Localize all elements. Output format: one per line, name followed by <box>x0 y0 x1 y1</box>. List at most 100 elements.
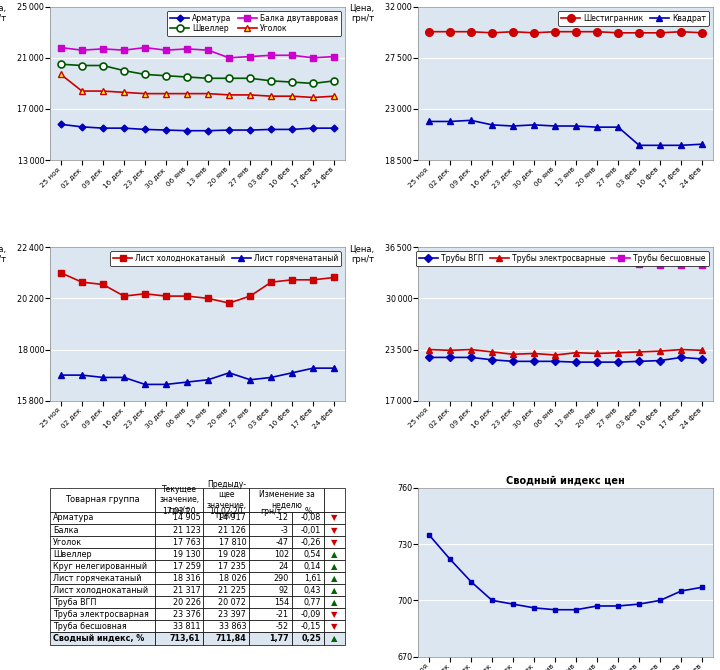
Text: 33 811: 33 811 <box>173 622 201 631</box>
Bar <box>204 608 249 620</box>
Legend: Лист холоднокатаный, Лист горяченатаный: Лист холоднокатаный, Лист горяченатаный <box>110 251 341 266</box>
Text: 18 316: 18 316 <box>173 574 201 583</box>
Text: 23 397: 23 397 <box>218 610 246 619</box>
Text: %: % <box>305 507 312 517</box>
Text: Круг нелегированный: Круг нелегированный <box>53 561 148 571</box>
Text: 20 072: 20 072 <box>218 598 246 607</box>
Text: Труба бесшовная: Труба бесшовная <box>53 622 127 631</box>
Bar <box>204 524 249 536</box>
Bar <box>50 584 155 596</box>
Bar <box>249 524 292 536</box>
Bar <box>50 620 155 632</box>
Bar <box>50 632 155 645</box>
Text: 102: 102 <box>274 549 289 559</box>
Bar <box>155 632 204 645</box>
Legend: Трубы ВГП, Трубы электросварные, Трубы бесшовные: Трубы ВГП, Трубы электросварные, Трубы б… <box>415 251 709 266</box>
Y-axis label: Цена,
грн/т: Цена, грн/т <box>349 3 374 23</box>
Text: -21: -21 <box>276 610 289 619</box>
Text: ▼: ▼ <box>331 622 338 631</box>
Bar <box>155 536 204 548</box>
Bar <box>50 536 155 548</box>
Text: 10.02.20: 10.02.20 <box>210 507 243 517</box>
Text: 24: 24 <box>279 561 289 571</box>
Bar <box>204 536 249 548</box>
Text: Швеллер: Швеллер <box>53 549 92 559</box>
Bar <box>249 620 292 632</box>
Bar <box>292 620 324 632</box>
Text: -0,15: -0,15 <box>301 622 321 631</box>
Text: Труба ВГП: Труба ВГП <box>53 598 96 607</box>
Bar <box>249 512 292 524</box>
Bar <box>324 620 345 632</box>
Text: 711,84: 711,84 <box>215 634 246 643</box>
Text: -0,01: -0,01 <box>301 525 321 535</box>
Bar <box>50 548 155 560</box>
Text: 1,77: 1,77 <box>269 634 289 643</box>
Text: ▲: ▲ <box>331 634 338 643</box>
Legend: Шестигранник, Квадрат: Шестигранник, Квадрат <box>558 11 709 25</box>
Text: ▼: ▼ <box>331 610 338 619</box>
Bar <box>292 548 324 560</box>
Text: 92: 92 <box>279 586 289 595</box>
Text: -3: -3 <box>281 525 289 535</box>
Bar <box>155 548 204 560</box>
Text: Сводный индекс, %: Сводный индекс, % <box>53 634 145 643</box>
Text: 19 028: 19 028 <box>218 549 246 559</box>
Bar <box>292 632 324 645</box>
Text: ▲: ▲ <box>331 598 338 607</box>
Bar <box>324 548 345 560</box>
Text: Предыду-
щее
значение,
грн/т: Предыду- щее значение, грн/т <box>206 480 246 520</box>
Bar <box>292 512 324 524</box>
Bar <box>292 572 324 584</box>
Bar <box>50 560 155 572</box>
Title: Сводный индекс цен: Сводный индекс цен <box>506 476 625 486</box>
Text: 713,61: 713,61 <box>170 634 201 643</box>
Text: -12: -12 <box>276 513 289 523</box>
Bar <box>50 596 155 608</box>
Text: 33 863: 33 863 <box>219 622 246 631</box>
Y-axis label: Цена,
грн/т: Цена, грн/т <box>0 3 6 23</box>
Text: 14 917: 14 917 <box>218 513 246 523</box>
Text: 17 810: 17 810 <box>219 537 246 547</box>
Bar <box>204 596 249 608</box>
Text: ▲: ▲ <box>331 561 338 571</box>
Bar <box>155 596 204 608</box>
Bar <box>50 488 155 512</box>
Text: Труба электросварная: Труба электросварная <box>53 610 149 619</box>
Text: Балка: Балка <box>53 525 79 535</box>
Bar <box>324 488 345 512</box>
Text: -52: -52 <box>276 622 289 631</box>
Bar <box>50 608 155 620</box>
Text: Лист холоднокатаный: Лист холоднокатаный <box>53 586 148 595</box>
Bar <box>324 608 345 620</box>
Text: 21 317: 21 317 <box>173 586 201 595</box>
Text: -0,26: -0,26 <box>301 537 321 547</box>
Text: -0,09: -0,09 <box>301 610 321 619</box>
Text: Арматура: Арматура <box>53 513 95 523</box>
Bar <box>324 560 345 572</box>
Text: 1,61: 1,61 <box>304 574 321 583</box>
Text: 0,14: 0,14 <box>304 561 321 571</box>
Text: ▲: ▲ <box>331 549 338 559</box>
Text: грн/т: грн/т <box>260 507 281 517</box>
Bar <box>292 584 324 596</box>
Text: 0,25: 0,25 <box>302 634 321 643</box>
Text: 17 235: 17 235 <box>218 561 246 571</box>
Text: 20 226: 20 226 <box>173 598 201 607</box>
Text: Изменение за
неделю: Изменение за неделю <box>258 490 315 510</box>
Bar <box>50 572 155 584</box>
Bar <box>292 536 324 548</box>
Text: ▲: ▲ <box>331 586 338 595</box>
Bar <box>324 596 345 608</box>
Bar <box>155 584 204 596</box>
Bar <box>204 512 249 524</box>
Bar <box>292 608 324 620</box>
Bar <box>204 488 249 512</box>
Bar <box>249 584 292 596</box>
Bar <box>155 560 204 572</box>
Text: 18 026: 18 026 <box>219 574 246 583</box>
Bar <box>249 596 292 608</box>
Bar <box>155 620 204 632</box>
Bar <box>249 548 292 560</box>
Bar <box>50 524 155 536</box>
